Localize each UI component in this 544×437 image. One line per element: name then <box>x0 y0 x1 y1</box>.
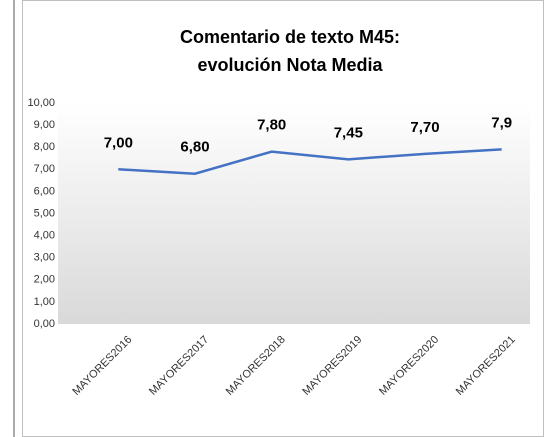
y-tick-label: 6,00 <box>34 185 55 197</box>
data-label: 7,70 <box>410 119 439 136</box>
data-label: 7,9 <box>491 114 512 131</box>
y-tick-label: 5,00 <box>34 207 55 219</box>
y-tick-label: 7,00 <box>34 163 55 175</box>
chart-title: Comentario de texto M45: <box>180 27 400 47</box>
y-tick-label: 0,00 <box>34 318 55 330</box>
data-label: 7,80 <box>257 117 286 134</box>
y-tick-label: 4,00 <box>34 230 55 242</box>
y-tick-label: 3,00 <box>34 252 55 264</box>
data-label: 6,80 <box>180 139 209 156</box>
y-tick-label: 2,00 <box>34 274 55 286</box>
y-tick-label: 8,00 <box>34 141 55 153</box>
chart-title: evolución Nota Media <box>197 55 383 75</box>
y-tick-label: 10,00 <box>27 97 55 109</box>
data-label: 7,00 <box>104 134 133 151</box>
data-line <box>118 148 502 175</box>
y-tick-label: 1,00 <box>34 296 55 308</box>
data-label: 7,45 <box>334 124 363 141</box>
plot-area <box>58 103 530 324</box>
y-tick-label: 9,00 <box>34 119 55 131</box>
